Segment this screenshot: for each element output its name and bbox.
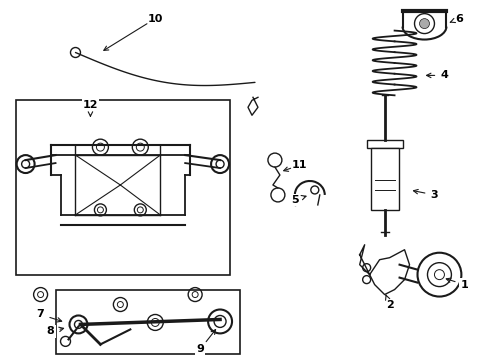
Text: 3: 3	[431, 190, 438, 200]
Circle shape	[34, 288, 48, 302]
Circle shape	[188, 288, 202, 302]
Circle shape	[70, 315, 87, 333]
Circle shape	[95, 204, 106, 216]
Circle shape	[271, 188, 285, 202]
Circle shape	[61, 336, 71, 346]
Circle shape	[134, 204, 147, 216]
Circle shape	[38, 292, 44, 298]
Circle shape	[208, 310, 232, 333]
Bar	[16, 100, 230, 275]
Text: 12: 12	[83, 100, 98, 110]
Text: 1: 1	[461, 280, 468, 289]
Circle shape	[417, 253, 462, 297]
Text: 5: 5	[291, 195, 299, 205]
Circle shape	[97, 143, 104, 151]
Circle shape	[147, 315, 163, 330]
Circle shape	[74, 320, 82, 328]
Text: 4: 4	[441, 71, 448, 80]
Circle shape	[415, 14, 435, 33]
Circle shape	[311, 186, 319, 194]
Text: 11: 11	[292, 160, 308, 170]
Circle shape	[118, 302, 123, 307]
Circle shape	[214, 315, 226, 328]
Circle shape	[192, 292, 198, 298]
Circle shape	[363, 276, 370, 284]
Circle shape	[216, 160, 224, 168]
Circle shape	[419, 19, 429, 28]
Bar	[55, 289, 240, 354]
Circle shape	[71, 48, 80, 58]
Circle shape	[132, 139, 148, 155]
Circle shape	[113, 298, 127, 311]
Circle shape	[363, 264, 370, 272]
Circle shape	[268, 153, 282, 167]
Circle shape	[211, 155, 229, 173]
Bar	[367, 140, 403, 148]
Circle shape	[17, 155, 35, 173]
Circle shape	[98, 207, 103, 213]
Text: 6: 6	[455, 14, 464, 24]
Text: 2: 2	[386, 300, 393, 310]
Text: 7: 7	[37, 310, 45, 319]
Circle shape	[137, 207, 143, 213]
Circle shape	[435, 270, 444, 280]
Circle shape	[136, 143, 144, 151]
Circle shape	[427, 263, 451, 287]
Text: 10: 10	[147, 14, 163, 24]
Circle shape	[22, 160, 29, 168]
Circle shape	[151, 319, 159, 327]
Bar	[370, 148, 398, 210]
Circle shape	[93, 139, 108, 155]
Text: 9: 9	[196, 345, 204, 354]
Text: 8: 8	[47, 327, 54, 336]
